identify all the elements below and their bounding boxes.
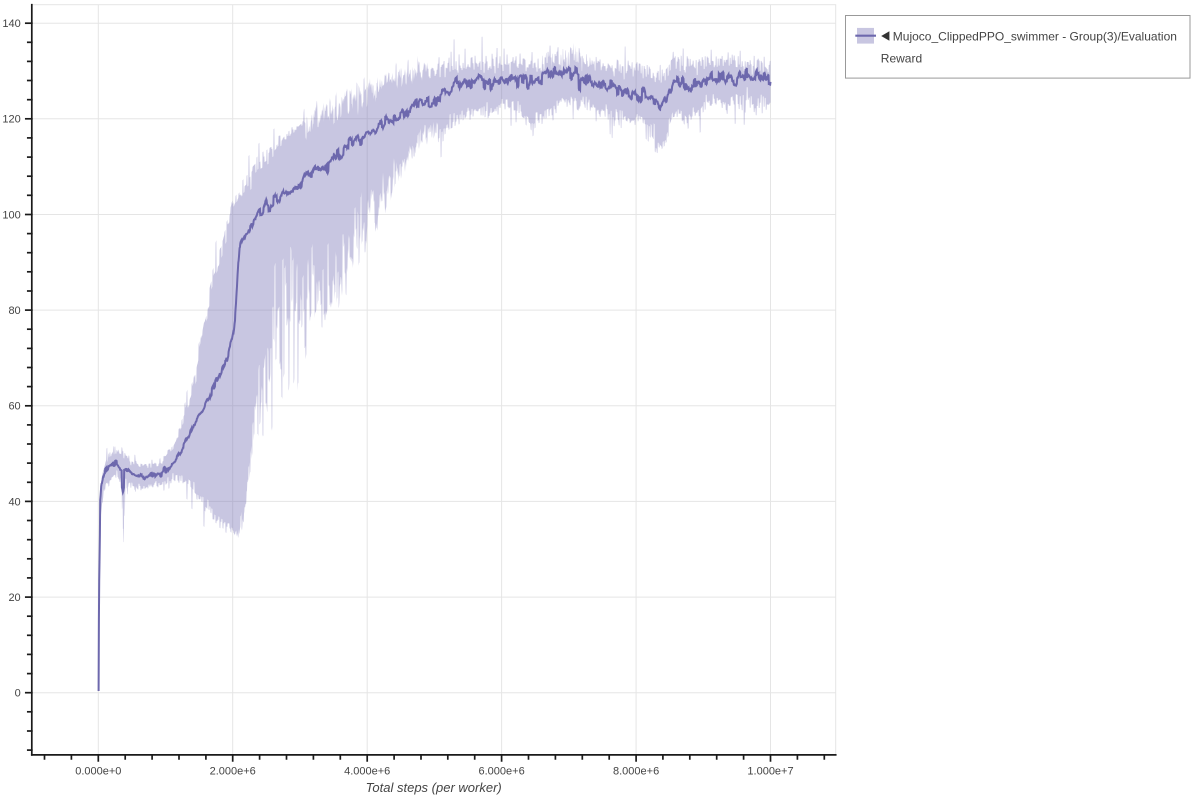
svg-text:8.000e+6: 8.000e+6 (613, 766, 659, 778)
svg-text:80: 80 (8, 305, 20, 317)
svg-text:100: 100 (2, 209, 20, 221)
svg-text:6.000e+6: 6.000e+6 (479, 766, 525, 778)
svg-text:Total steps (per worker): Total steps (per worker) (366, 780, 502, 795)
svg-text:0: 0 (15, 688, 21, 700)
svg-text:120: 120 (2, 114, 20, 126)
svg-text:4.000e+6: 4.000e+6 (344, 766, 390, 778)
svg-text:1.000e+7: 1.000e+7 (747, 766, 793, 778)
svg-text:140: 140 (2, 18, 20, 30)
svg-text:Reward: Reward (881, 51, 922, 65)
svg-text:20: 20 (8, 592, 20, 604)
svg-text:0.000e+0: 0.000e+0 (75, 766, 121, 778)
svg-text:40: 40 (8, 496, 20, 508)
svg-text:60: 60 (8, 401, 20, 413)
svg-text:Mujoco_ClippedPPO_swimmer - Gr: Mujoco_ClippedPPO_swimmer - Group(3)/Eva… (893, 30, 1177, 44)
svg-text:2.000e+6: 2.000e+6 (210, 766, 256, 778)
